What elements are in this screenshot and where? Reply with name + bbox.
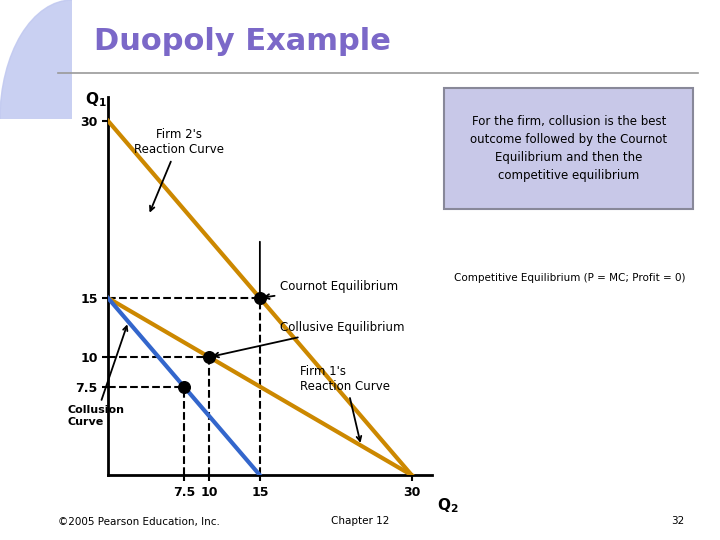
Text: Firm 1's
Reaction Curve: Firm 1's Reaction Curve xyxy=(300,364,390,441)
Text: Collusive Equilibrium: Collusive Equilibrium xyxy=(214,321,405,357)
Text: Duopoly Example: Duopoly Example xyxy=(94,27,390,56)
Text: 32: 32 xyxy=(671,516,684,526)
Text: Firm 2's
Reaction Curve: Firm 2's Reaction Curve xyxy=(134,129,224,211)
Text: Chapter 12: Chapter 12 xyxy=(330,516,390,526)
Ellipse shape xyxy=(0,0,144,238)
Text: Competitive Equilibrium (P = MC; Profit = 0): Competitive Equilibrium (P = MC; Profit … xyxy=(454,273,685,283)
Text: $\mathbf{Q_1}$: $\mathbf{Q_1}$ xyxy=(85,90,107,109)
Text: Cournot Equilibrium: Cournot Equilibrium xyxy=(265,280,398,299)
Text: ©2005 Pearson Education, Inc.: ©2005 Pearson Education, Inc. xyxy=(58,516,220,526)
Point xyxy=(204,353,215,361)
FancyBboxPatch shape xyxy=(444,87,693,209)
Text: For the firm, collusion is the best
outcome followed by the Cournot
Equilibrium : For the firm, collusion is the best outc… xyxy=(470,115,667,182)
Text: Collusion
Curve: Collusion Curve xyxy=(68,326,127,427)
Point xyxy=(254,294,266,302)
Point xyxy=(178,382,189,391)
Text: $\mathbf{Q_2}$: $\mathbf{Q_2}$ xyxy=(437,496,459,515)
